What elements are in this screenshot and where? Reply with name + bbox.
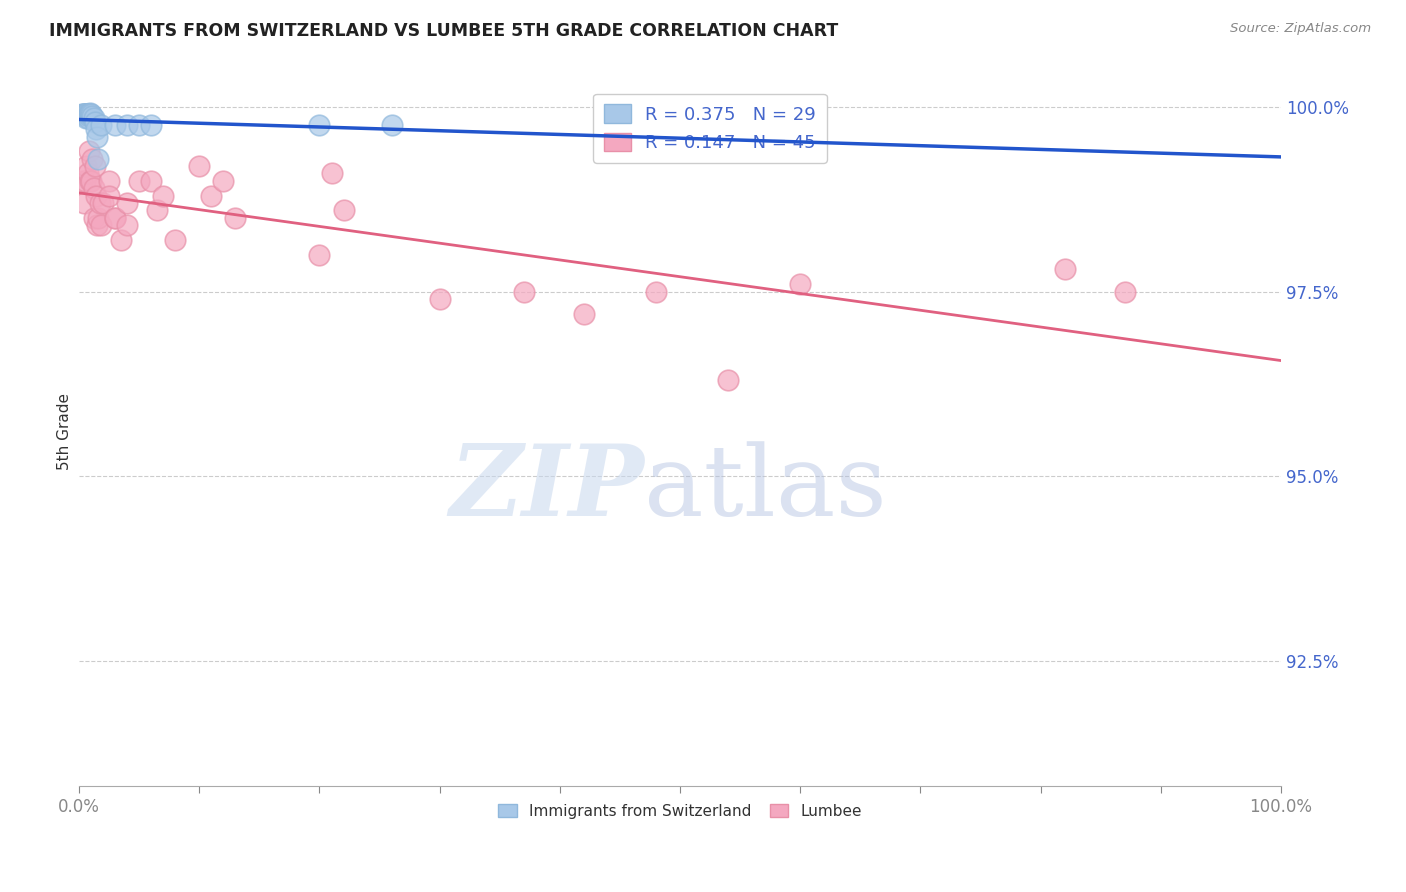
Point	[72, 107, 94, 121]
Point	[115, 218, 138, 232]
Text: IMMIGRANTS FROM SWITZERLAND VS LUMBEE 5TH GRADE CORRELATION CHART: IMMIGRANTS FROM SWITZERLAND VS LUMBEE 5T…	[49, 22, 838, 40]
Point	[91, 196, 114, 211]
Legend: Immigrants from Switzerland, Lumbee: Immigrants from Switzerland, Lumbee	[492, 797, 868, 825]
Point	[77, 145, 100, 159]
Point	[90, 218, 112, 232]
Point	[98, 188, 121, 202]
Point	[70, 107, 93, 121]
Point	[82, 152, 104, 166]
Point	[76, 107, 98, 121]
Point	[86, 129, 108, 144]
Point	[77, 109, 100, 123]
Point	[224, 211, 246, 225]
Point	[87, 152, 110, 166]
Point	[104, 211, 127, 225]
Point	[572, 307, 595, 321]
Point	[79, 174, 101, 188]
Point	[146, 203, 169, 218]
Point	[70, 174, 93, 188]
Point	[80, 174, 103, 188]
Point	[79, 107, 101, 121]
Point	[75, 111, 97, 125]
Point	[83, 159, 105, 173]
Point	[83, 211, 105, 225]
Point	[1114, 285, 1136, 299]
Point	[188, 159, 211, 173]
Point	[75, 174, 97, 188]
Point	[1053, 262, 1076, 277]
Point	[76, 111, 98, 125]
Point	[73, 196, 96, 211]
Text: Source: ZipAtlas.com: Source: ZipAtlas.com	[1230, 22, 1371, 36]
Point	[308, 248, 330, 262]
Point	[212, 174, 235, 188]
Point	[141, 119, 163, 133]
Point	[89, 196, 111, 211]
Point	[90, 119, 112, 133]
Point	[128, 119, 150, 133]
Point	[104, 119, 127, 133]
Point	[429, 292, 451, 306]
Point	[87, 211, 110, 225]
Point	[73, 107, 96, 121]
Point	[789, 277, 811, 292]
Point	[645, 285, 668, 299]
Point	[152, 188, 174, 202]
Point	[79, 106, 101, 120]
Point	[200, 188, 222, 202]
Point	[83, 111, 105, 125]
Point	[82, 109, 104, 123]
Point	[83, 114, 105, 128]
Point	[77, 107, 100, 121]
Point	[110, 233, 132, 247]
Point	[141, 174, 163, 188]
Text: atlas: atlas	[644, 441, 887, 537]
Point	[75, 107, 97, 121]
Point	[115, 196, 138, 211]
Point	[308, 119, 330, 133]
Point	[75, 107, 97, 121]
Point	[321, 166, 343, 180]
Point	[76, 166, 98, 180]
Point	[717, 373, 740, 387]
Point	[75, 107, 97, 121]
Text: ZIP: ZIP	[449, 441, 644, 537]
Point	[80, 107, 103, 121]
Point	[75, 159, 97, 173]
Point	[115, 119, 138, 133]
Point	[98, 174, 121, 188]
Point	[165, 233, 187, 247]
Point	[84, 188, 107, 202]
Point	[128, 174, 150, 188]
Y-axis label: 5th Grade: 5th Grade	[58, 393, 72, 470]
Point	[75, 107, 97, 121]
Point	[80, 109, 103, 123]
Point	[84, 122, 107, 136]
Point	[83, 181, 105, 195]
Point	[104, 211, 127, 225]
Point	[513, 285, 536, 299]
Point	[86, 218, 108, 232]
Point	[381, 119, 404, 133]
Point	[332, 203, 354, 218]
